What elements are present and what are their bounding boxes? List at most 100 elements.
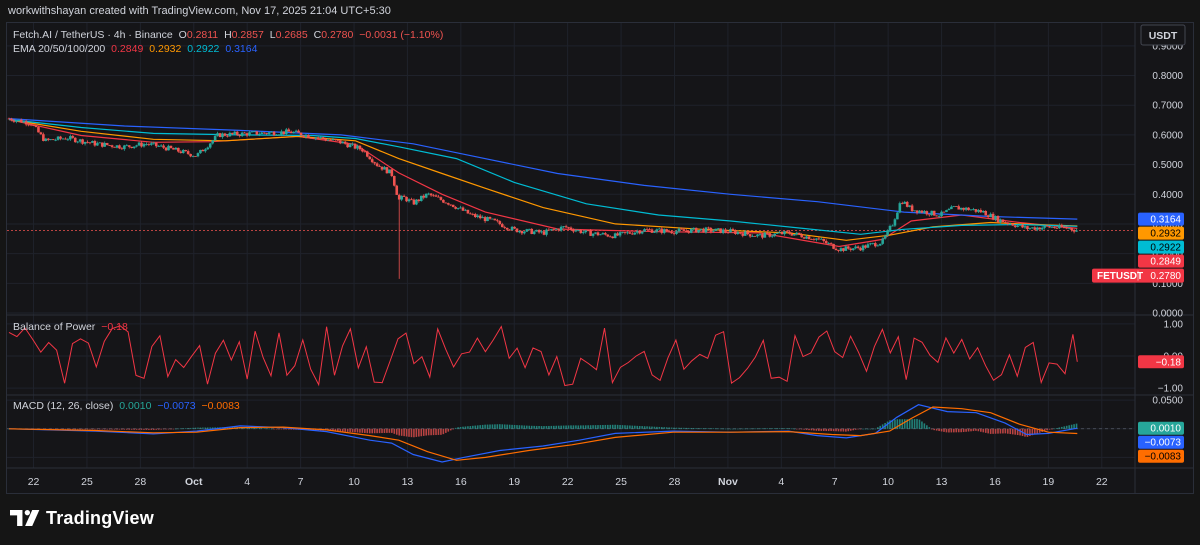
candle-body — [130, 146, 134, 149]
currency-label[interactable]: USDT — [1149, 30, 1178, 42]
candle-body — [39, 132, 43, 135]
currency-button[interactable] — [1140, 24, 1186, 46]
macd-legend[interactable]: MACD (12, 26, close) 0.0010 −0.0073 −0.0… — [13, 400, 243, 412]
price-axis-label: 0.0000 — [1152, 309, 1183, 320]
candle-body — [758, 234, 762, 235]
price-axis-label: 0.5000 — [1152, 160, 1183, 171]
macd-histogram-bar — [653, 426, 656, 429]
macd-histogram-bar — [918, 419, 921, 429]
macd-histogram-bar — [84, 428, 86, 430]
macd-histogram-bar — [840, 428, 842, 432]
candle-body — [849, 248, 853, 251]
candle-body — [697, 230, 700, 233]
macd-histogram-bar — [894, 419, 896, 429]
candle-body — [832, 243, 835, 249]
macd-histogram-bar — [167, 428, 170, 430]
macd-histogram-bar — [285, 428, 288, 430]
macd-tag — [1138, 421, 1184, 435]
candle-body — [135, 145, 138, 147]
last-price-value: 0.2780 — [1150, 271, 1181, 282]
symbol-legend[interactable]: Fetch.AI / TetherUS · 4h · Binance O0.28… — [13, 29, 446, 41]
macd-histogram-bar — [810, 428, 813, 431]
candle-body — [228, 132, 232, 137]
tradingview-logo[interactable]: TradingView — [10, 505, 154, 531]
candle-body — [952, 206, 956, 208]
macd-histogram-bar — [629, 425, 631, 429]
macd-histogram-bar — [992, 428, 994, 434]
candle-body — [608, 236, 612, 238]
price-pane[interactable] — [7, 117, 1078, 279]
macd-histogram-bar — [1031, 428, 1034, 436]
macd-histogram-bar — [916, 418, 918, 429]
macd-histogram-bar — [668, 427, 670, 429]
macd-histogram-bar — [454, 427, 457, 429]
candle-body — [1004, 222, 1007, 223]
macd-histogram-bar — [702, 428, 705, 429]
time-axis-label: 13 — [936, 476, 948, 488]
macd-histogram-bar — [290, 428, 293, 430]
candle-body — [815, 238, 818, 240]
candle-body — [56, 136, 60, 140]
macd-histogram-bar — [719, 428, 722, 430]
macd-histogram-bar — [435, 428, 437, 436]
ema200-tag-value: 0.3164 — [1150, 215, 1181, 226]
macd-histogram-bar — [378, 428, 381, 434]
candle-body — [687, 230, 691, 233]
candle-body — [196, 153, 200, 157]
macd-histogram-bar — [165, 428, 167, 430]
candle-body — [645, 229, 649, 230]
candle-body — [125, 145, 129, 147]
macd-histogram-bar — [145, 428, 148, 430]
macd-histogram-bar — [697, 428, 700, 429]
candle-body — [312, 138, 315, 139]
bop-label[interactable]: Balance of Power — [13, 321, 96, 333]
macd-histogram-bar — [391, 428, 393, 433]
candle-body — [390, 169, 394, 177]
ema-legend[interactable]: EMA 20/50/100/200 0.2849 0.2932 0.2922 0… — [13, 43, 260, 55]
macd-histogram-bar — [481, 424, 484, 429]
chart-canvas[interactable]: 22 25 28 Oct 4 7 10 13 16 19 22 25 28 Nov 4 7 10 13 16 19 22… — [7, 23, 1193, 493]
macd-pane[interactable] — [8, 404, 1078, 463]
bop-legend[interactable]: Balance of Power −0.18 — [13, 321, 131, 333]
candle-body — [93, 141, 97, 146]
macd-histogram-bar — [987, 428, 989, 434]
candle-body — [167, 145, 170, 151]
time-axis-label: 16 — [455, 476, 467, 488]
macd-histogram-bar — [106, 428, 108, 430]
macd-histogram-bar — [781, 428, 783, 429]
candle-body — [27, 124, 30, 126]
candle-body — [572, 229, 575, 232]
candle-body — [795, 232, 799, 235]
macd-histogram-bar — [462, 426, 464, 429]
candle-body — [339, 140, 342, 144]
macd-histogram-bar — [646, 426, 648, 429]
macd-histogram-bar — [543, 426, 545, 429]
macd-histogram-bar — [268, 428, 270, 430]
candle-body — [319, 137, 322, 139]
macd-histogram-bar — [59, 428, 62, 430]
candle-body — [100, 142, 104, 147]
macd-histogram-bar — [827, 428, 830, 432]
candle-body — [724, 229, 727, 232]
candle-body — [91, 141, 94, 143]
macd-histogram-bar — [425, 428, 427, 436]
candle-body — [159, 145, 163, 147]
macd-histogram-bar — [673, 427, 675, 429]
candle-body — [179, 151, 183, 154]
bop-pane[interactable] — [8, 325, 1078, 387]
candle-body — [378, 165, 381, 167]
macd-histogram-bar — [602, 424, 604, 429]
macd-label[interactable]: MACD (12, 26, close) — [13, 400, 114, 412]
candle-body — [444, 202, 448, 204]
chart-frame[interactable]: 22 25 28 Oct 4 7 10 13 16 19 22 25 28 Nov 4 7 10 13 16 19 22… — [6, 22, 1194, 494]
candle-body — [331, 139, 335, 141]
tradingview-logo-text: TradingView — [46, 507, 154, 528]
macd-histogram-bar — [633, 425, 636, 429]
ema-label[interactable]: EMA 20/50/100/200 — [13, 43, 106, 55]
macd-histogram-bar — [229, 427, 231, 429]
macd-histogram-bar — [479, 425, 481, 429]
macd-histogram-bar — [1063, 426, 1066, 429]
candle-body — [37, 127, 40, 133]
candle-body — [964, 207, 968, 210]
symbol-title[interactable]: Fetch.AI / TetherUS · 4h · Binance — [13, 29, 173, 41]
